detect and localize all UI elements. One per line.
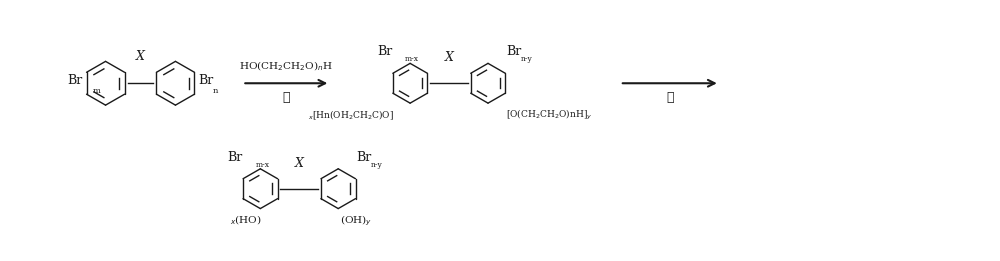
Text: 碱: 碱 — [283, 91, 290, 104]
Text: Br: Br — [67, 74, 83, 87]
Text: m: m — [93, 87, 100, 95]
Text: Br: Br — [356, 151, 371, 164]
Text: X: X — [445, 51, 454, 64]
Text: Br: Br — [227, 151, 242, 164]
Text: Br: Br — [377, 45, 392, 58]
Text: X: X — [136, 50, 145, 63]
Text: (OH)$_y$: (OH)$_y$ — [340, 213, 372, 228]
Text: 碱: 碱 — [666, 91, 674, 104]
Text: Br: Br — [506, 45, 521, 58]
Text: Br: Br — [198, 74, 214, 87]
Text: HO(CH$_2$CH$_2$O)$_n$H: HO(CH$_2$CH$_2$O)$_n$H — [239, 60, 333, 73]
Text: $_x$(HO): $_x$(HO) — [230, 213, 262, 227]
Text: X: X — [295, 157, 304, 170]
Text: $_x$[Hn(OH$_2$CH$_2$C)O]: $_x$[Hn(OH$_2$CH$_2$C)O] — [308, 108, 394, 122]
Text: n-y: n-y — [521, 55, 533, 63]
Text: m-x: m-x — [405, 55, 419, 63]
Text: n-y: n-y — [371, 161, 383, 169]
Text: n: n — [212, 87, 218, 95]
Text: [O(CH$_2$CH$_2$O)nH]$_y$: [O(CH$_2$CH$_2$O)nH]$_y$ — [506, 108, 593, 122]
Text: m-x: m-x — [255, 161, 269, 169]
